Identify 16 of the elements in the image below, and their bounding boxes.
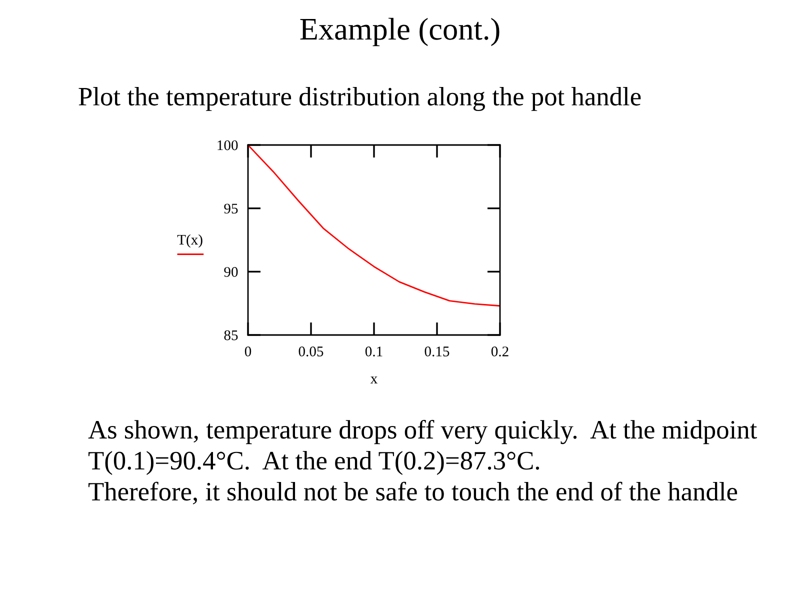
x-tick-label: 0: [244, 346, 252, 356]
text: As shown, temperature drops off very quickly. At the midpoint: [88, 420, 758, 444]
text: Therefore, it should not be safe to touch the end of the handle: [88, 482, 738, 504]
y-tick-label: 100: [218, 140, 238, 150]
y-tick-label: 85: [224, 330, 238, 340]
chart-subtitle: Plot the temperature distribution along the pot handle: [78, 86, 641, 112]
y-tick-label: 90: [224, 267, 238, 277]
y-axis-title: T(x): [177, 234, 202, 248]
x-tick-label: 0.05: [298, 346, 324, 356]
text: T(0.1)=90.4°C. At the end T(0.2)=87.3°C.: [88, 451, 540, 475]
x-tick-label: 0.2: [491, 346, 508, 356]
x-axis-title: x: [370, 376, 378, 384]
x-tick-label: 0.15: [424, 346, 450, 356]
chart-title: Example (cont.): [300, 18, 500, 46]
x-tick-label: 0.1: [365, 346, 382, 356]
y-tick-label: 95: [224, 204, 238, 214]
